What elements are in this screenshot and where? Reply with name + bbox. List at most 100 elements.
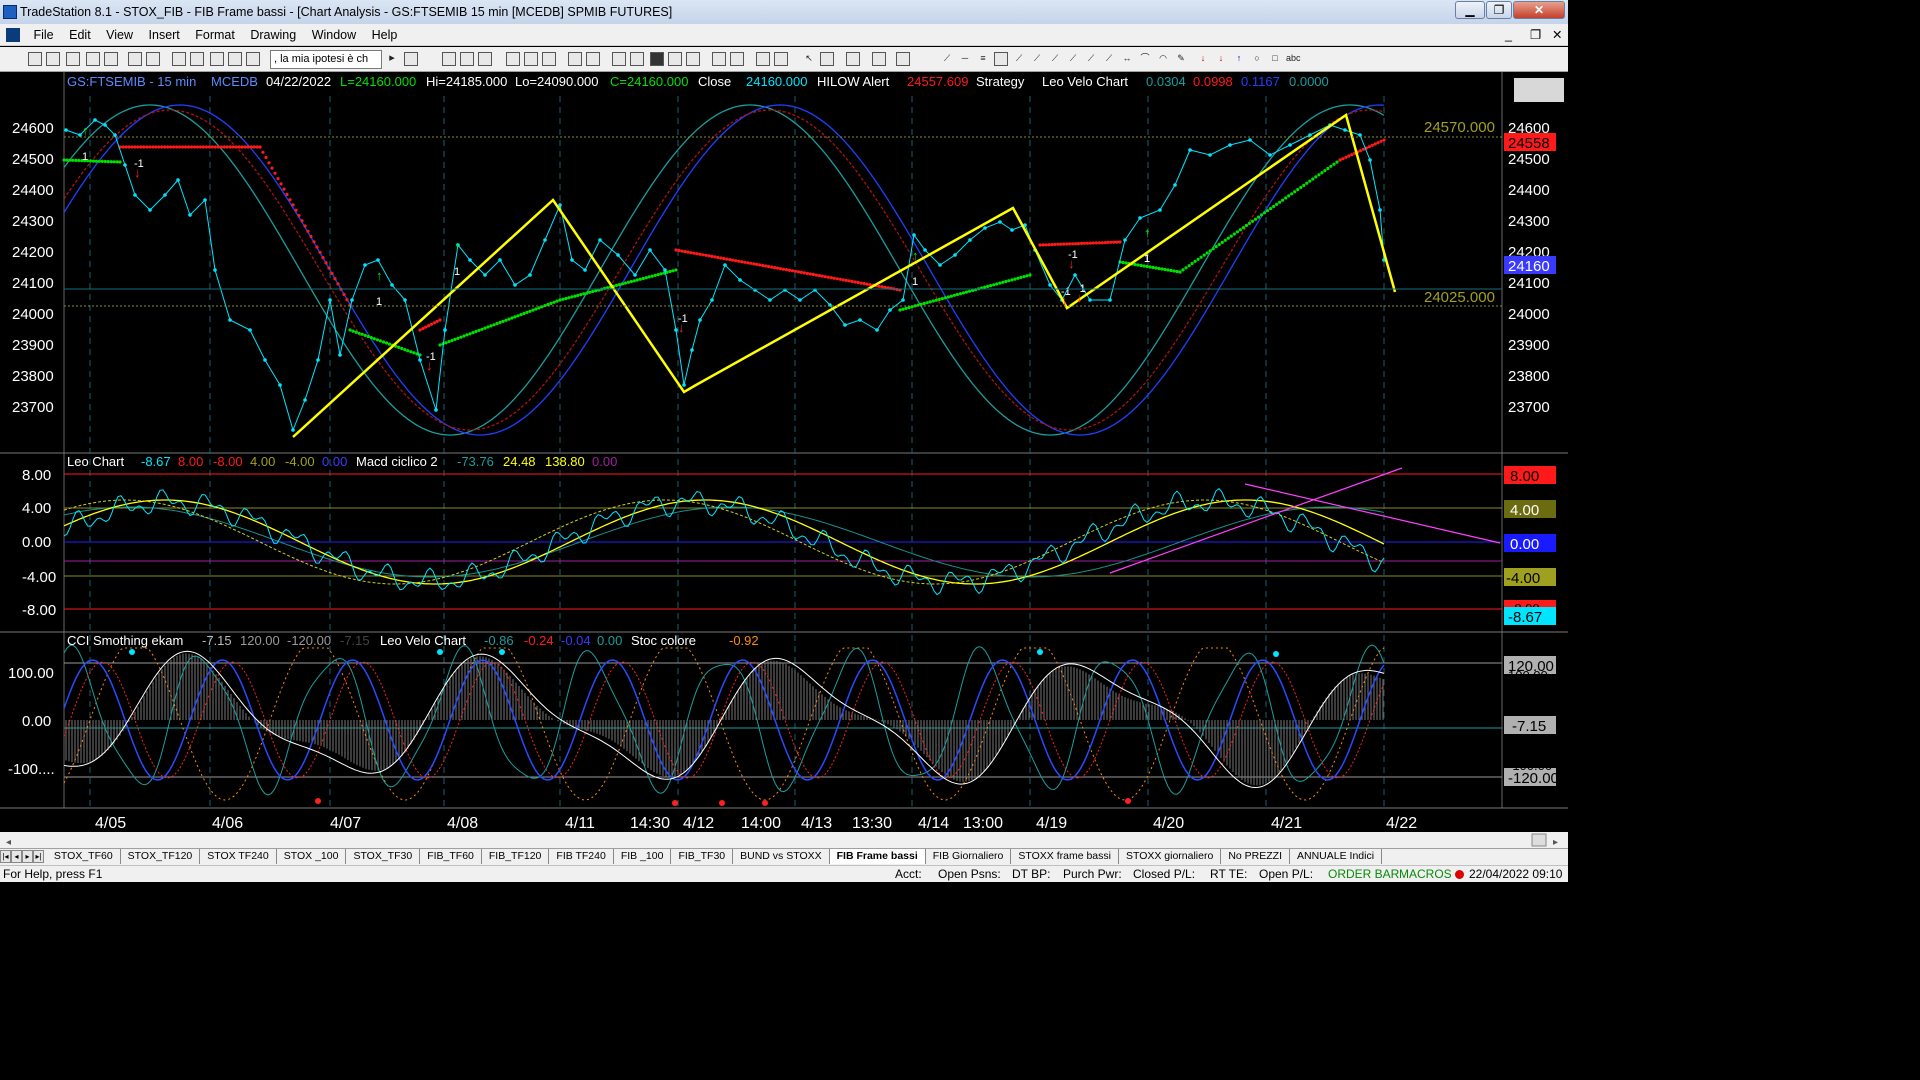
chart-canvas[interactable]: 1↑-1↓-1↓1↑ 1↑-1↓1↑ -1↓-1↓1↑-1↓1↑ GS:FTSEMI…: [0, 72, 1568, 848]
time-zone-icon[interactable]: ↔: [1122, 53, 1132, 63]
hline-icon[interactable]: ─: [961, 53, 969, 63]
tab-stoxx-frame-bassi[interactable]: STOXX frame bassi: [1011, 849, 1119, 864]
find-icon[interactable]: [404, 52, 418, 66]
save-icon[interactable]: [86, 52, 100, 66]
insert-indicator-icon[interactable]: [612, 52, 626, 66]
matrix-icon[interactable]: [478, 52, 492, 66]
mdi-close-button[interactable]: ✕: [1552, 28, 1563, 42]
arc-icon[interactable]: ◠: [1159, 53, 1167, 63]
tile-icon[interactable]: [586, 52, 600, 66]
zoom-out-icon[interactable]: [774, 52, 788, 66]
tab-prev-icon[interactable]: ◂: [11, 850, 22, 863]
candlestick-icon[interactable]: [668, 52, 682, 66]
tools-icon[interactable]: [846, 52, 860, 66]
tab-fib-tf30[interactable]: FIB_TF30: [671, 849, 734, 864]
menu-window[interactable]: Window: [311, 28, 357, 42]
tab-fib-tf60[interactable]: FIB_TF60: [420, 849, 482, 864]
tab-stox-tf60[interactable]: STOX_TF60: [47, 849, 121, 864]
line-chart-icon[interactable]: [686, 52, 700, 66]
fib-arc-icon[interactable]: ⟋: [1105, 53, 1113, 63]
menu-view[interactable]: View: [106, 28, 134, 42]
play-icon[interactable]: ▸: [389, 52, 395, 64]
chart-icon[interactable]: [442, 52, 456, 66]
tab-next-icon[interactable]: ▸: [22, 850, 33, 863]
options-icon[interactable]: [524, 52, 538, 66]
close-button[interactable]: ✕: [1513, 1, 1565, 19]
restore-button[interactable]: ❐: [1486, 1, 1512, 19]
text-icon[interactable]: abc: [1286, 53, 1301, 63]
trendline-icon[interactable]: ⟋: [943, 53, 951, 63]
rectangle-icon[interactable]: □: [1272, 53, 1278, 63]
macros-indicator[interactable]: MACROS: [1399, 867, 1452, 881]
tab-fib-100[interactable]: FIB _100: [614, 849, 672, 864]
regression-icon[interactable]: ⟋: [1069, 53, 1077, 63]
tab-fib-frame-bassi[interactable]: FIB Frame bassi: [829, 849, 926, 864]
mdi-minimize-button[interactable]: _: [1505, 28, 1512, 42]
tab-stox-tf30[interactable]: STOX_TF30: [346, 849, 421, 864]
grid-icon[interactable]: [896, 52, 910, 66]
menu-drawing[interactable]: Drawing: [250, 28, 297, 42]
spacing-icon[interactable]: [712, 52, 726, 66]
gann-icon[interactable]: ⟋: [1033, 53, 1041, 63]
menu-help[interactable]: Help: [371, 28, 398, 42]
order-bar-indicator[interactable]: ORDER BAR: [1328, 867, 1400, 881]
andrews-icon[interactable]: ⟋: [1051, 53, 1059, 63]
panel-control-box[interactable]: [1514, 78, 1564, 102]
tab-no-prezzi[interactable]: No PREZZI: [1221, 849, 1291, 864]
print-icon[interactable]: [146, 52, 160, 66]
tab-fib-giornaliero[interactable]: FIB Giornaliero: [926, 849, 1012, 864]
paste-icon[interactable]: [210, 52, 224, 66]
tab-bund-vs-stoxx[interactable]: BUND vs STOXX: [733, 849, 830, 864]
cut-icon[interactable]: [172, 52, 186, 66]
arrow-down-icon[interactable]: ↓: [1200, 53, 1206, 63]
window-icon[interactable]: [568, 52, 582, 66]
tab-fib-tf240[interactable]: FIB TF240: [549, 849, 614, 864]
tab-stox-100[interactable]: STOX _100: [277, 849, 347, 864]
fib-icon[interactable]: [994, 52, 1008, 66]
horizontal-scrollbar[interactable]: [0, 832, 1568, 848]
portfolio-icon[interactable]: [542, 52, 556, 66]
chart-analysis-window[interactable]: 1 ↑ -1 ↓ -1 ↓ 1 ↑ 1 ↑ -1 ↓ 1 ↑ -1 ↓ -1 ↓ 1 ↑ -1 ↓ 1 ↑ GS:FTSEMI…: [0, 72, 1568, 848]
pencil-icon[interactable]: ✎: [1177, 53, 1185, 63]
mdi-restore-button[interactable]: ❐: [1530, 28, 1542, 42]
print-preview-icon[interactable]: [128, 52, 142, 66]
fib-fan-icon[interactable]: ⟋: [1087, 53, 1095, 63]
workspace-combo[interactable]: , la mia ipotesi è ch: [270, 50, 382, 69]
tab-fib-tf120[interactable]: FIB_TF120: [482, 849, 550, 864]
scanner-icon[interactable]: [506, 52, 520, 66]
format-icon[interactable]: [228, 52, 242, 66]
alert-icon[interactable]: [872, 52, 886, 66]
arrow-down-red-icon[interactable]: ↓: [1218, 53, 1224, 63]
bar-chart-icon[interactable]: [650, 52, 664, 66]
cursor-icon[interactable]: ↖: [805, 53, 813, 63]
menu-edit[interactable]: Edit: [69, 28, 91, 42]
radar-icon[interactable]: [460, 52, 474, 66]
tab-annuale-indici[interactable]: ANNUALE Indici: [1290, 849, 1383, 864]
save-all-icon[interactable]: [104, 52, 118, 66]
tab-last-icon[interactable]: ▸|: [33, 850, 44, 863]
tab-stoxx-giornaliero[interactable]: STOXX giornaliero: [1119, 849, 1222, 864]
new-icon[interactable]: [28, 52, 42, 66]
arrow-up-icon[interactable]: ↑: [1236, 53, 1242, 63]
ellipse-icon[interactable]: ○: [1254, 53, 1260, 63]
menu-file[interactable]: File: [33, 28, 54, 42]
scroll-left-icon[interactable]: ◂: [6, 837, 11, 848]
open-icon[interactable]: [66, 52, 80, 66]
insert-strategy-icon[interactable]: [630, 52, 644, 66]
tab-first-icon[interactable]: |◂: [0, 850, 11, 863]
channel-icon[interactable]: ≡: [980, 53, 986, 63]
data-tip-icon[interactable]: [820, 52, 834, 66]
speed-line-icon[interactable]: ⟋: [1015, 53, 1023, 63]
scroll-icon[interactable]: [730, 52, 744, 66]
copy-icon[interactable]: [190, 52, 204, 66]
chart-window-icon[interactable]: [6, 28, 20, 42]
menu-format[interactable]: Format: [195, 28, 235, 42]
tab-stox-tf120[interactable]: STOX_TF120: [121, 849, 201, 864]
minimize-button[interactable]: ▁: [1455, 1, 1485, 19]
scroll-right-icon[interactable]: ▸: [1553, 837, 1558, 848]
menu-insert[interactable]: Insert: [148, 28, 180, 42]
color-icon[interactable]: [246, 52, 260, 66]
zoom-in-icon[interactable]: [756, 52, 770, 66]
tab-stox-tf240[interactable]: STOX TF240: [200, 849, 277, 864]
cycle-icon[interactable]: ⌒: [1140, 53, 1150, 63]
